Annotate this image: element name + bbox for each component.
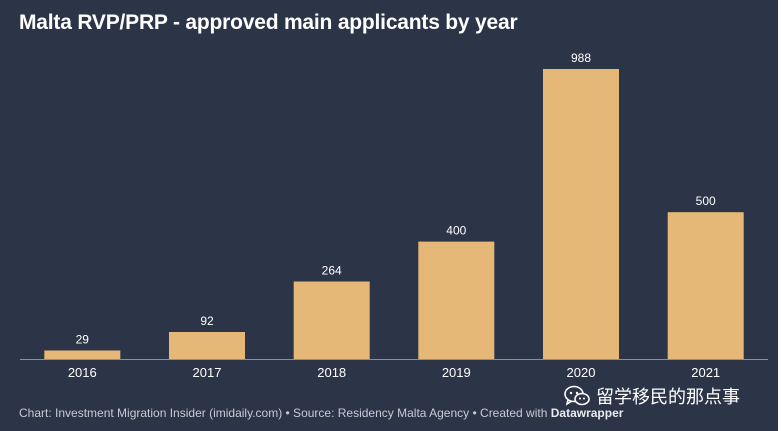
bar-2016	[44, 350, 121, 359]
x-tick-2018: 2018	[317, 365, 346, 380]
data-label-2020: 988	[571, 51, 591, 65]
x-tick-2017: 2017	[193, 365, 222, 380]
datawrapper-credit: Datawrapper	[550, 406, 624, 420]
data-label-2021: 500	[696, 194, 716, 208]
x-tick-2016: 2016	[68, 365, 97, 380]
data-label-2018: 264	[322, 264, 342, 278]
bar-2020	[543, 69, 619, 359]
watermark: 留学移民的那点事	[564, 383, 740, 409]
bar-2017	[169, 332, 245, 359]
x-tick-2021: 2021	[691, 365, 720, 380]
bar-2019	[418, 241, 495, 359]
chart-footer: Chart: Investment Migration Insider (imi…	[19, 406, 623, 420]
x-tick-2020: 2020	[567, 365, 596, 380]
data-label-2016: 29	[76, 333, 90, 347]
wechat-icon	[564, 385, 590, 406]
x-tick-2019: 2019	[442, 365, 471, 380]
footer-credits: Chart: Investment Migration Insider (imi…	[19, 406, 548, 420]
bar-2018	[293, 281, 370, 359]
data-label-2017: 92	[200, 314, 214, 328]
watermark-text: 留学移民的那点事	[596, 387, 740, 407]
chart-title: Malta RVP/PRP - approved main applicants…	[19, 11, 518, 34]
data-label-2019: 400	[446, 224, 466, 238]
bar-chart: 29 2016 92 2017 264 2018 400 2019 988 2020 500 2021	[20, 51, 768, 380]
bar-2021	[667, 212, 744, 359]
